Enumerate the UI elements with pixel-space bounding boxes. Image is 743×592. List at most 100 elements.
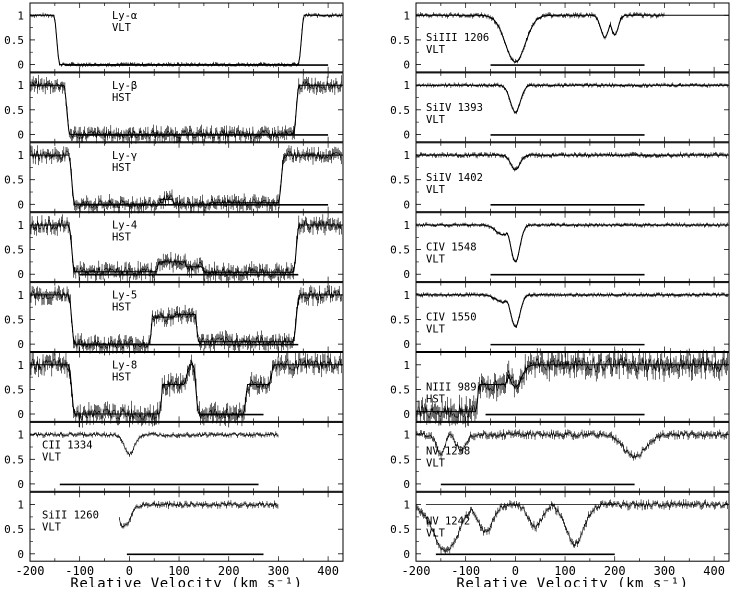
panel-title: SiIV 1393 (426, 102, 483, 114)
y-tick-label: 0.5 (4, 453, 24, 466)
y-tick-label: 0 (17, 128, 24, 141)
y-tick-label: 0.5 (4, 523, 24, 536)
panel-title: Ly-β (112, 80, 137, 92)
y-tick-label: 0 (17, 268, 24, 281)
panel-title: Ly-5 (112, 290, 137, 302)
panel-title: CIV 1548 (426, 242, 477, 254)
y-tick-label: 0.5 (390, 104, 410, 117)
panel-frame (30, 492, 343, 561)
y-tick-label: 0.5 (390, 174, 410, 187)
panel-instrument: VLT (426, 254, 446, 266)
y-tick-label: 0 (403, 338, 410, 351)
panel-title: NIII 989 (426, 382, 477, 394)
y-tick-label: 1 (403, 79, 410, 92)
panel-title: NV 1238 (426, 445, 470, 457)
panel-title: Ly-γ (112, 150, 137, 162)
x-axis-label: Relative Velocity (km s⁻¹) (70, 576, 302, 587)
y-tick-label: 1 (17, 289, 24, 302)
y-tick-label: 0.5 (4, 104, 24, 117)
y-tick-label: 1 (17, 79, 24, 92)
panel-instrument: VLT (42, 521, 62, 533)
panel-instrument: VLT (426, 457, 446, 469)
panel-title: SiIII 1206 (426, 32, 489, 44)
panel-instrument: HST (112, 302, 132, 314)
data-trace (31, 220, 341, 277)
x-tick-label: -200 (16, 564, 45, 578)
y-tick-label: 1 (17, 429, 24, 442)
y-tick-label: 0.5 (4, 244, 24, 257)
panel-instrument: HST (112, 372, 132, 384)
panel-instrument: HST (112, 92, 132, 104)
y-tick-label: 0.5 (4, 314, 24, 327)
y-tick-label: 0 (403, 59, 410, 72)
y-tick-label: 1 (403, 219, 410, 232)
y-tick-label: 0.5 (390, 244, 410, 257)
y-tick-label: 0.5 (4, 383, 24, 396)
model-fit (30, 155, 343, 204)
y-tick-label: 0.5 (390, 383, 410, 396)
panel-instrument: VLT (42, 451, 62, 463)
y-tick-label: 0 (17, 408, 24, 421)
y-tick-label: 0 (17, 198, 24, 211)
y-tick-label: 1 (17, 9, 24, 22)
y-tick-label: 0 (403, 408, 410, 421)
panel-instrument: VLT (426, 324, 446, 336)
panel-instrument: HST (112, 232, 132, 244)
y-tick-label: 0 (403, 128, 410, 141)
y-tick-label: 0.5 (390, 314, 410, 327)
y-tick-label: 0 (17, 338, 24, 351)
model-fit (30, 15, 343, 64)
y-tick-label: 0.5 (390, 523, 410, 536)
panel-instrument: HST (112, 162, 132, 174)
data-trace (31, 359, 341, 420)
data-trace (31, 151, 341, 209)
y-tick-label: 1 (403, 429, 410, 442)
y-tick-label: 1 (17, 149, 24, 162)
y-tick-label: 0.5 (390, 34, 410, 47)
y-tick-label: 0 (17, 548, 24, 561)
data-trace (31, 14, 341, 66)
y-tick-label: 0.5 (4, 174, 24, 187)
y-tick-label: 0.5 (390, 453, 410, 466)
model-fit (30, 225, 343, 272)
y-tick-label: 0 (403, 548, 410, 561)
model-fit (30, 365, 343, 414)
model-fit (416, 155, 729, 170)
y-tick-label: 1 (17, 359, 24, 372)
y-tick-label: 1 (403, 359, 410, 372)
y-tick-label: 0 (403, 198, 410, 211)
panel-title: SiII 1260 (42, 509, 99, 521)
panel-instrument: VLT (112, 22, 132, 34)
panel-title: CIV 1550 (426, 312, 477, 324)
panel-instrument: HST (426, 394, 446, 406)
panel-title: Ly-α (112, 10, 138, 22)
panel-title: Ly-8 (112, 360, 137, 372)
y-tick-label: 0 (403, 478, 410, 491)
panel-title: SiIV 1402 (426, 172, 483, 184)
y-tick-label: 1 (17, 499, 24, 512)
x-tick-label: 400 (317, 564, 339, 578)
y-tick-label: 1 (403, 149, 410, 162)
panel-instrument: VLT (426, 184, 446, 196)
y-tick-label: 0.5 (4, 34, 24, 47)
panel-instrument: VLT (426, 44, 446, 56)
y-tick-label: 0 (17, 478, 24, 491)
panel-instrument: VLT (426, 114, 446, 126)
y-tick-label: 0 (403, 268, 410, 281)
